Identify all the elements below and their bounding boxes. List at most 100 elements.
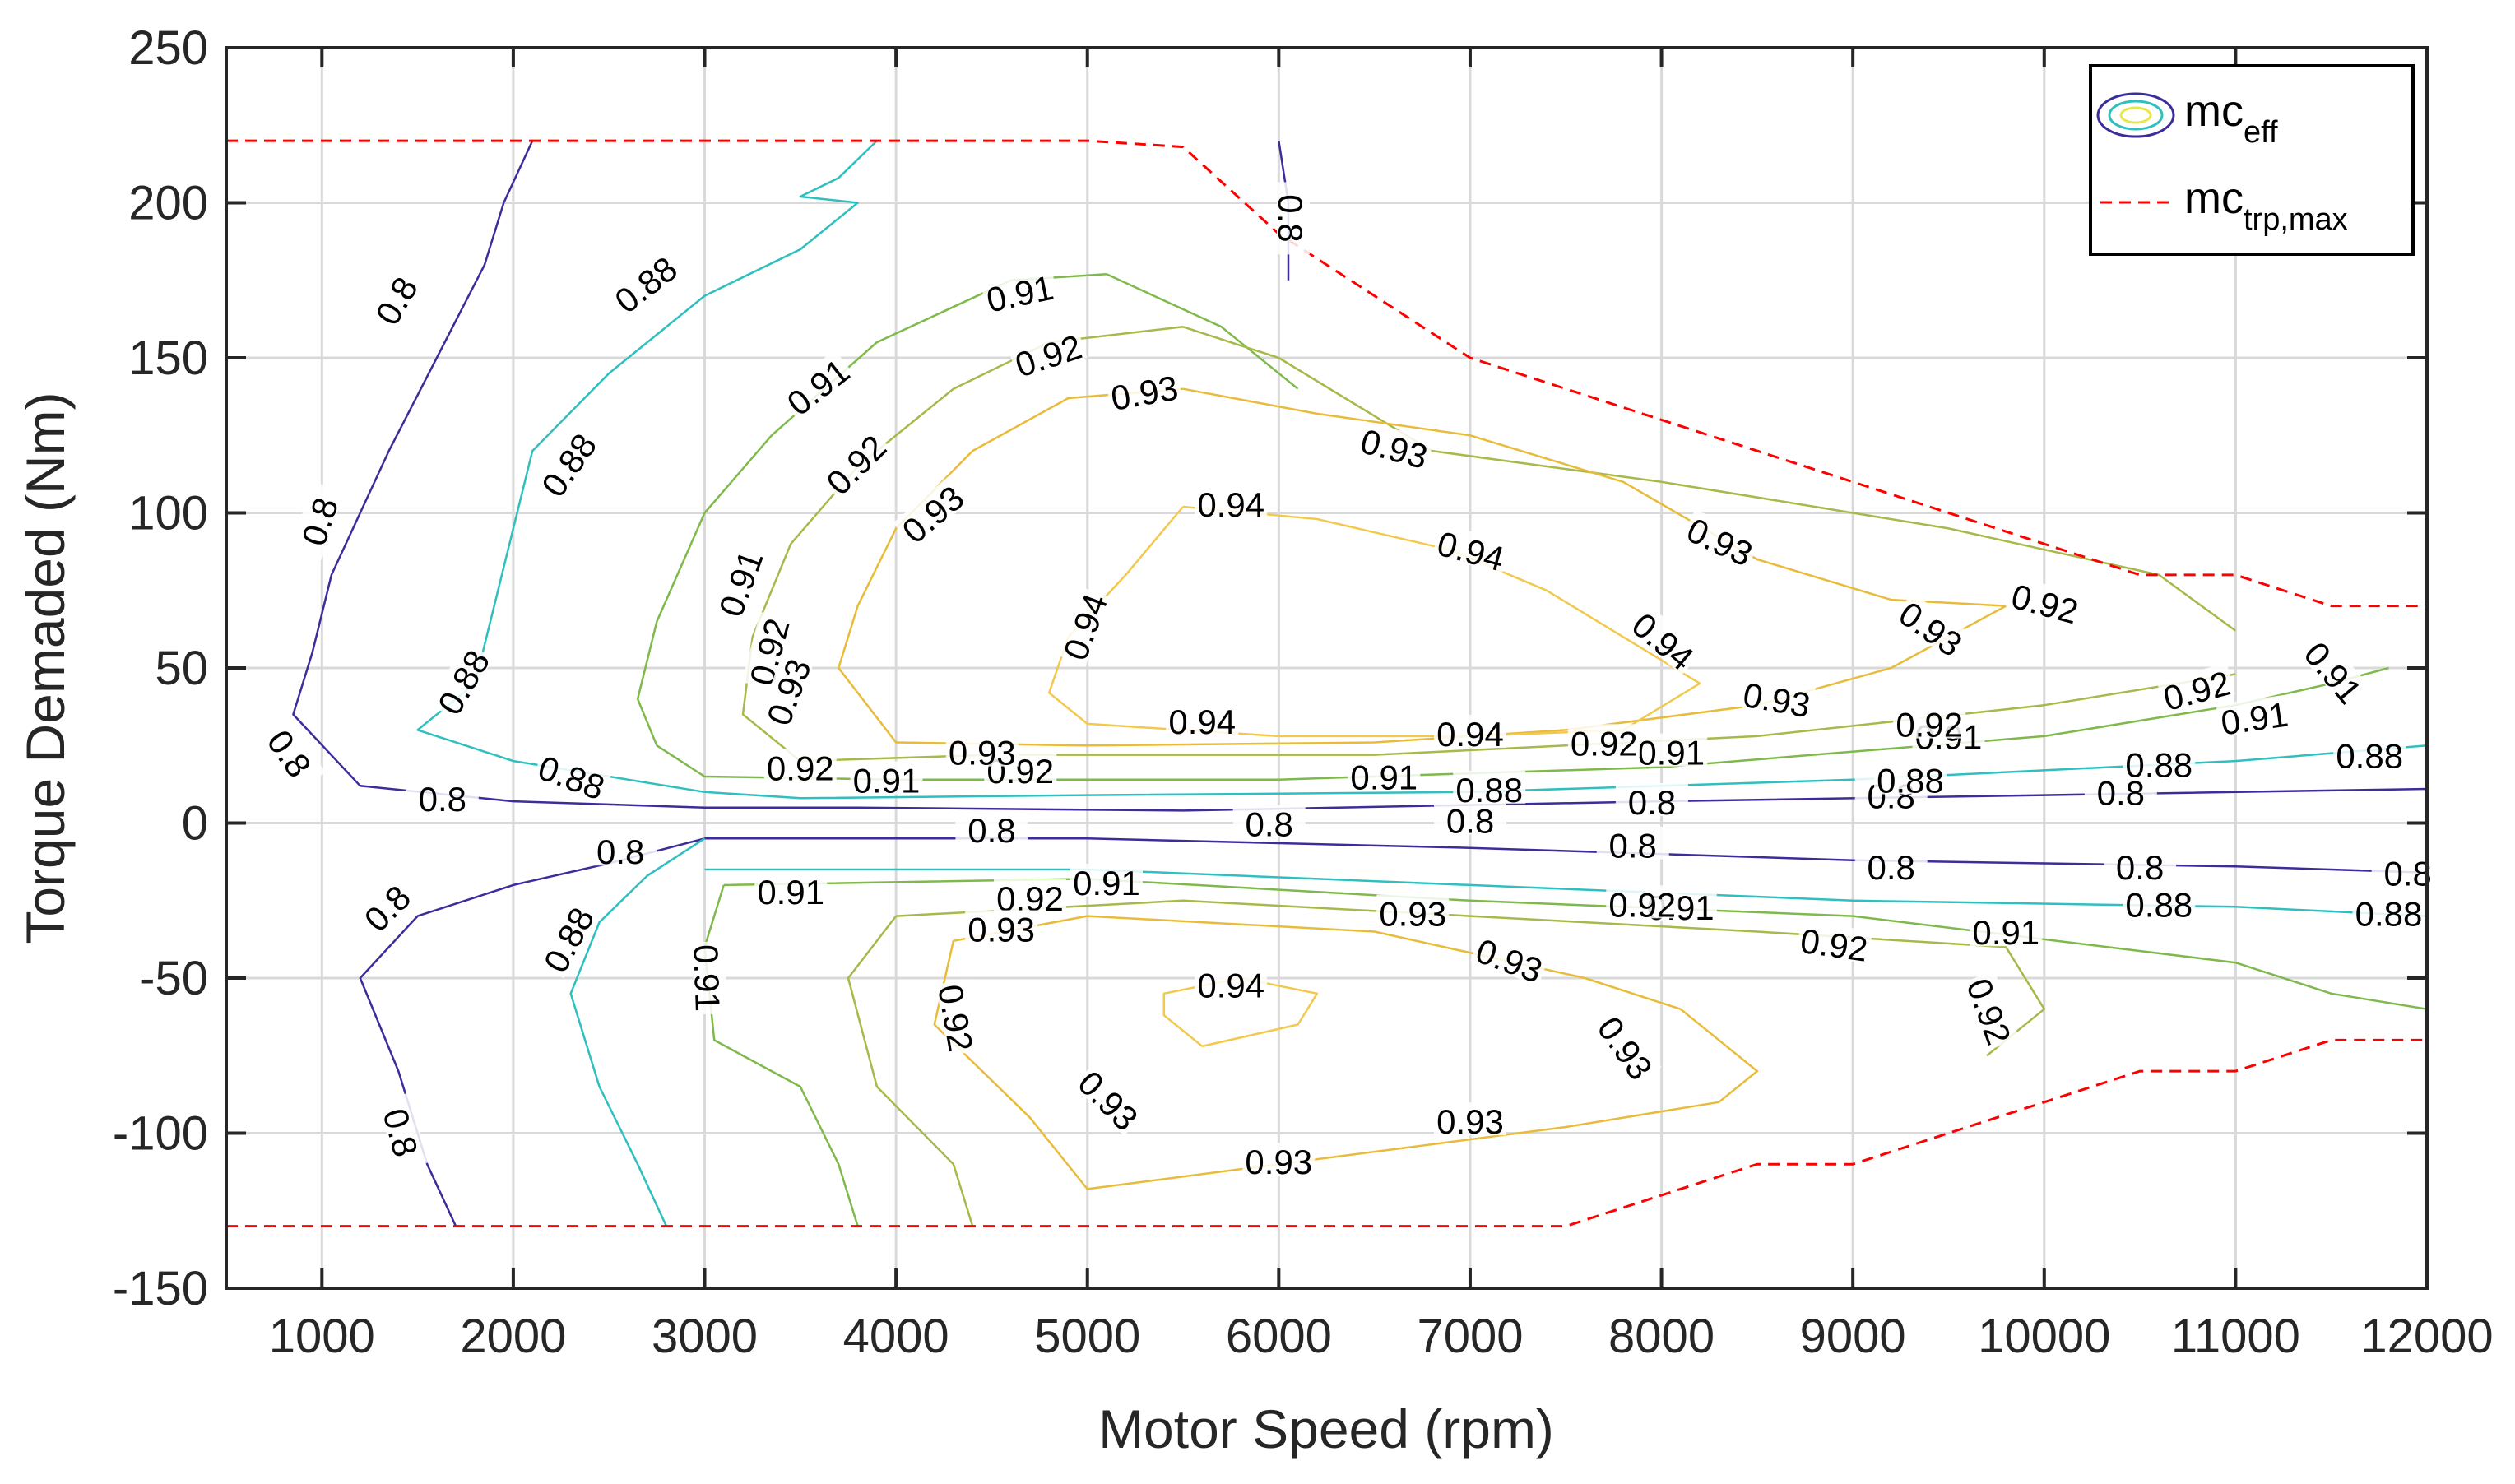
contour-label-bg (1434, 1102, 1506, 1136)
contour-label-group: 0.88 (2123, 885, 2196, 924)
x-tick-label: 12000 (2360, 1310, 2493, 1363)
contour-label-group: 0.93 (1434, 1102, 1506, 1141)
contour-label-group: 0.93 (1242, 1143, 1316, 1181)
contour-label-group: 0.8 (2371, 854, 2444, 893)
contour-label: 0.88 (2355, 895, 2423, 934)
x-tick-label: 11000 (2171, 1310, 2300, 1363)
contour-label-bg (2333, 736, 2406, 770)
contour-label-bg (429, 641, 494, 721)
contour-label-group: 0.91 (2216, 694, 2293, 743)
contour-label: 0.94 (1168, 703, 1236, 741)
contour-label-bg (1615, 782, 1688, 816)
contour-label-bg (1635, 733, 1708, 767)
contour-label-bg (1355, 420, 1435, 472)
contour-label-bg (532, 424, 601, 503)
legend-contour-icon (2096, 92, 2175, 138)
contour-label-bg (1242, 1143, 1316, 1176)
x-tick-label: 10000 (1978, 1310, 2110, 1363)
contour-label: 0.88 (1877, 762, 1944, 800)
contour-line-0_92 (896, 899, 2046, 1057)
contour-label-group: 0.8 (2084, 773, 2157, 813)
contour-label: 0.91 (853, 762, 921, 800)
contour-label-group: 0.94 (1434, 714, 1506, 754)
contour-label: 0.92 (1798, 921, 1870, 969)
contour-label-group: 0.93 (965, 910, 1038, 949)
contour-label: 0.8 (1868, 848, 1915, 887)
contour-label-bg (1593, 1007, 1662, 1086)
contour-label-bg (1055, 586, 1111, 666)
contour-label-bg (1626, 603, 1704, 675)
contour-label: 0.92 (767, 749, 834, 787)
contour-label: 0.8 (596, 832, 644, 871)
y-tick-label: 250 (128, 21, 208, 75)
contour-label-bg (1470, 930, 1550, 986)
contour-label-group: 0.92 (763, 749, 837, 787)
contour-label-bg (361, 259, 427, 340)
contour-label-group: 0.92 (1796, 921, 1873, 969)
contour-label-bg (1277, 182, 1310, 255)
x-tick-label: 9000 (1800, 1310, 1906, 1363)
x-tick-label: 5000 (1034, 1310, 1140, 1363)
contour-label-group: 0.91 (1635, 733, 1708, 772)
contour-label-bg (1796, 921, 1873, 964)
contour-line-0_92 (1182, 326, 2237, 632)
contour-label: 0.91 (686, 944, 727, 1012)
contour-label-bg (2371, 854, 2444, 888)
contour-label-bg (980, 267, 1059, 315)
contour-label-bg (257, 712, 326, 791)
contour-label-bg (1970, 913, 2043, 947)
contour-label: 0.93 (967, 911, 1035, 949)
contour-label-bg (935, 979, 981, 1056)
contour-label-group: 0.91 (1070, 863, 1143, 902)
contour-label: 0.91 (2219, 695, 2290, 743)
contour-label: 0.8 (2116, 848, 2164, 887)
y-tick-label: -100 (113, 1107, 208, 1161)
max-torque-curve (226, 139, 2427, 1228)
contour-label: 0.8 (967, 811, 1015, 850)
x-tick-label: 4000 (843, 1310, 949, 1363)
x-tick-label: 6000 (1226, 1310, 1332, 1363)
contour-label-group: 0.92 (1893, 705, 1966, 744)
contour-label-group: 0.93 (1376, 894, 1450, 934)
max-torque-negative (226, 1038, 2427, 1228)
contour-label-bg (1166, 702, 1239, 735)
y-tick-label: 50 (155, 642, 208, 695)
legend-box (2089, 64, 2415, 256)
contour-label-group: 0.92 (1959, 971, 2020, 1050)
contour-label-bg (1432, 522, 1511, 574)
y-tick-label: 0 (182, 797, 208, 851)
contour-label-group: 0.88 (2352, 894, 2425, 934)
contour-label-bg (2216, 694, 2293, 738)
contour-label-bg (1348, 758, 1421, 791)
contour-label: 0.91 (1350, 758, 1418, 797)
contour-label-bg (1738, 675, 1816, 720)
contour-label: 0.93 (1245, 1143, 1312, 1181)
contour-label-group: 0.91 (1348, 758, 1421, 797)
contour-label: 0.94 (1197, 966, 1264, 1004)
y-tick-label: -50 (139, 952, 208, 1005)
contour-label-group: 0.93 (1589, 1007, 1662, 1087)
contour-label-group: 0.8 (1596, 826, 1669, 865)
contour-label: 0.92 (1608, 885, 1676, 924)
contour-label-bg (532, 747, 612, 803)
contour-label-bg (777, 350, 856, 420)
contour-label-group: 0.91 (686, 941, 728, 1015)
contour-label-bg (1232, 805, 1306, 838)
contour-label: 0.88 (2336, 736, 2403, 775)
contour-label: 0.93 (949, 734, 1016, 772)
contour-label-bg (2123, 885, 2196, 919)
contour-label-bg (2084, 773, 2157, 807)
contour-label-bg (584, 832, 657, 866)
contour-label-group: 0.8 (584, 832, 657, 871)
x-tick-label: 7000 (1417, 1310, 1523, 1363)
contour-label-bg (1195, 485, 1268, 518)
contour-label-group: 0.8 (1615, 782, 1688, 822)
contour-label-bg (348, 869, 423, 944)
contour-label-bg (945, 733, 1019, 767)
contour-label-group: 0.8 (1232, 805, 1306, 843)
contour-label-bg (758, 651, 814, 731)
contour-label: 0.91 (1073, 864, 1140, 902)
y-axis-label: Torque Demaded (Nm) (15, 392, 76, 944)
x-tick-label: 1000 (269, 1310, 375, 1363)
